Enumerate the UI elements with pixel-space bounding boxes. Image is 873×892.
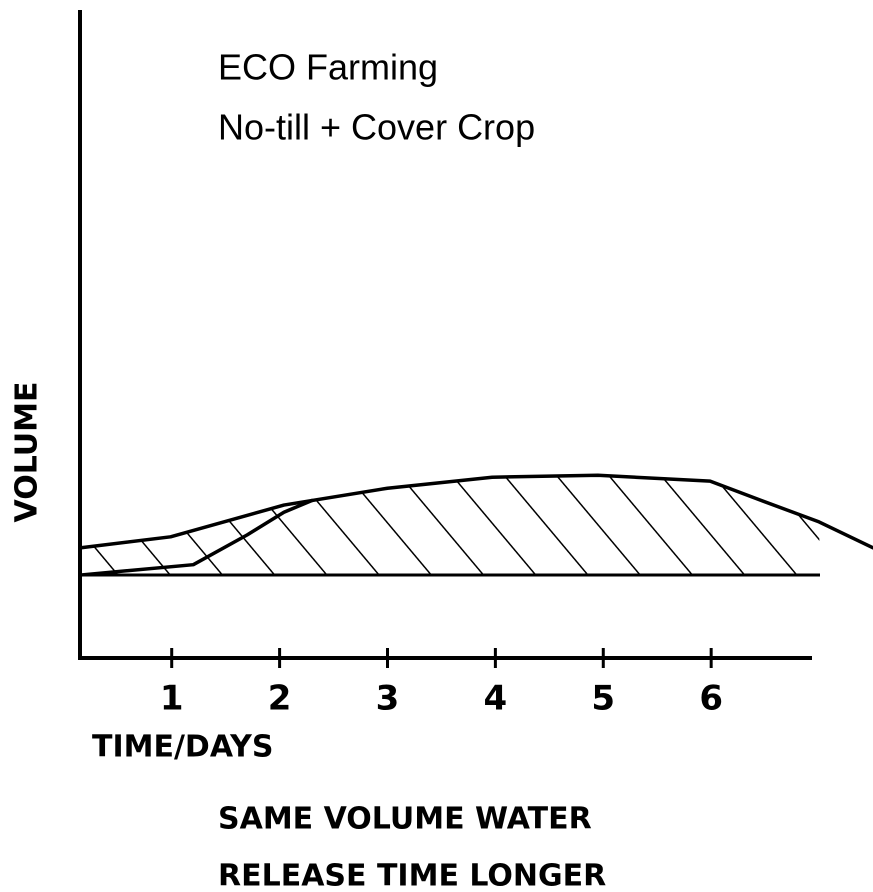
- area-line: [78, 498, 314, 577]
- x-axis-label: TIME/DAYS: [92, 730, 274, 765]
- annotation: SAME VOLUME WATER: [218, 802, 592, 837]
- x-tick-label: 5: [591, 679, 615, 719]
- x-tick-label: 3: [376, 679, 400, 719]
- annotation: RELEASE TIME LONGER: [218, 859, 606, 892]
- area-line: [78, 473, 873, 550]
- x-tick-label: 2: [268, 679, 292, 719]
- chart-title: ECO Farming: [218, 47, 438, 88]
- chart-subtitle: No-till + Cover Crop: [218, 107, 535, 148]
- x-tick-label: 1: [160, 679, 184, 719]
- x-tick-label: 6: [699, 679, 723, 719]
- hatch-fill: [80, 475, 820, 575]
- x-tick-label: 4: [484, 679, 508, 719]
- y-axis-label: VOLUME: [10, 382, 45, 523]
